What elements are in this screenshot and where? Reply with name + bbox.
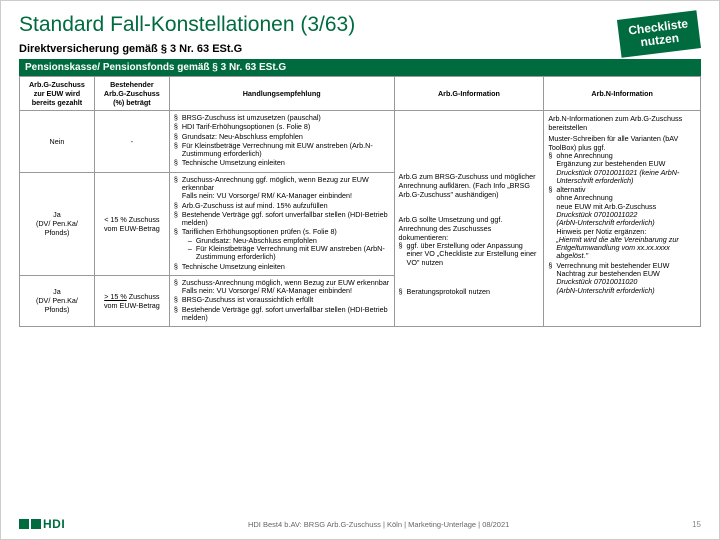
text: Arb.G zum BRSG-Zuschuss und möglicher An… (399, 172, 540, 199)
section-header: Pensionskasse/ Pensionsfonds gemäß § 3 N… (19, 59, 701, 76)
th-col3: Arb.G-Information (394, 77, 544, 111)
list-item: ohne Anrechnung Ergänzung zur bestehende… (548, 152, 696, 185)
text: (DV/ Pen.Ka/ Pfonds) (36, 296, 78, 314)
cell-r2c1: > 15 % Zuschuss vom EUW-Betrag (94, 275, 169, 326)
list-item: Arb.G-Zuschuss ist auf mind. 15% aufzufü… (174, 202, 390, 210)
text: Muster-Schreiben für alle Varianten (bAV… (548, 134, 696, 152)
text: Zuschuss-Anrechnung ggf. möglich, wenn B… (182, 175, 369, 192)
table-row: Nein - BRSG-Zuschuss ist umzusetzen (pau… (20, 111, 701, 173)
cell-r0c2: BRSG-Zuschuss ist umzusetzen (pauschal) … (169, 111, 394, 173)
list-item: HDI Tarif-Erhöhungsoptionen (s. Folie 8) (174, 123, 390, 131)
list-item: ggf. über Erstellung oder Anpassung eine… (399, 242, 540, 267)
list-item: Grundsatz: Neu-Abschluss empfohlen (174, 133, 390, 141)
cell-r1c1: < 15 % Zuschuss vom EUW-Betrag (94, 172, 169, 275)
text-italic: Druckstück 07010011021 (keine ArbN-Unter… (556, 168, 679, 185)
cell-r2c0: Ja (DV/ Pen.Ka/ Pfonds) (20, 275, 95, 326)
text-italic: (ArbN-Unterschrift erforderlich) (556, 286, 654, 295)
slide-footer: HDI HDI Best4 b.AV: BRSG Arb.G-Zuschuss … (19, 517, 701, 531)
sub-item: Für Kleinstbeträge Verrechnung mit EUW a… (182, 245, 390, 262)
cell-r0c4: Arb.N-Informationen zum Arb.G-Zuschuss b… (544, 111, 701, 327)
text-italic: „Hiermit wird die alte Vereinbarung zur … (556, 235, 678, 261)
logo: HDI (19, 517, 65, 531)
list-item: Zuschuss-Anrechnung möglich, wenn Bezug … (174, 279, 390, 296)
list-item: Zuschuss-Anrechnung ggf. möglich, wenn B… (174, 176, 390, 201)
cell-r1c0: Ja (DV/ Pen.Ka/ Pfonds) (20, 172, 95, 275)
logo-square-icon (31, 519, 41, 529)
text-underline: > 15 % (104, 292, 127, 301)
th-col2: Handlungsempfehlung (169, 77, 394, 111)
slide-title: Standard Fall-Konstellationen (3/63) (19, 13, 701, 37)
th-col0: Arb.G-Zuschuss zur EUW wird bereits geza… (20, 77, 95, 111)
footer-text: HDI Best4 b.AV: BRSG Arb.G-Zuschuss | Kö… (248, 520, 509, 529)
text: Falls nein: VU Vorsorge/ RM/ KA-Manager … (182, 191, 352, 200)
text: Ja (53, 210, 61, 219)
table-header-row: Arb.G-Zuschuss zur EUW wird bereits geza… (20, 77, 701, 111)
list-item: Verrechnung mit bestehender EUW Nachtrag… (548, 262, 696, 295)
logo-square-icon (19, 519, 29, 529)
logo-text: HDI (43, 517, 65, 531)
list-item: Für Kleinstbeträge Verrechnung mit EUW a… (174, 142, 390, 159)
th-col1: Bestehender Arb.G-Zuschuss (%) beträgt (94, 77, 169, 111)
list-item: BRSG-Zuschuss ist voraussichtlich erfüll… (174, 296, 390, 304)
list-item: Tariflichen Erhöhungsoptionen prüfen (s.… (174, 228, 390, 261)
cell-r2c2: Zuschuss-Anrechnung möglich, wenn Bezug … (169, 275, 394, 326)
th-col4: Arb.N-Information (544, 77, 701, 111)
list-item: Bestehende Verträge ggf. sofort unverfal… (174, 211, 390, 228)
list-item: Bestehende Verträge ggf. sofort unverfal… (174, 306, 390, 323)
main-table: Arb.G-Zuschuss zur EUW wird bereits geza… (19, 76, 701, 327)
cell-r0c0: Nein (20, 111, 95, 173)
cell-r0c1: - (94, 111, 169, 173)
slide: Standard Fall-Konstellationen (3/63) Dir… (0, 0, 720, 540)
list-item: Beratungsprotokoll nutzen (399, 288, 540, 296)
page-number: 15 (692, 520, 701, 529)
cell-r0c3: Arb.G zum BRSG-Zuschuss und möglicher An… (394, 111, 544, 327)
list-item: BRSG-Zuschuss ist umzusetzen (pauschal) (174, 114, 390, 122)
text: Arb.N-Informationen zum Arb.G-Zuschuss b… (548, 114, 696, 132)
list-item: Technische Umsetzung einleiten (174, 159, 390, 167)
text: Arb.G sollte Umsetzung und ggf. Anrechnu… (399, 215, 540, 242)
text: Ja (53, 287, 61, 296)
list-item: alternativ ohne Anrechnung neue EUW mit … (548, 186, 696, 261)
list-item: Technische Umsetzung einleiten (174, 263, 390, 271)
cell-r1c2: Zuschuss-Anrechnung ggf. möglich, wenn B… (169, 172, 394, 275)
text: (DV/ Pen.Ka/ Pfonds) (36, 219, 78, 237)
slide-subtitle: Direktversicherung gemäß § 3 Nr. 63 ESt.… (19, 43, 701, 55)
text: Falls nein: VU Vorsorge/ RM/ KA-Manager … (182, 286, 352, 295)
text: ohne Anrechnung neue EUW mit Arb.G-Zusch… (556, 193, 656, 210)
